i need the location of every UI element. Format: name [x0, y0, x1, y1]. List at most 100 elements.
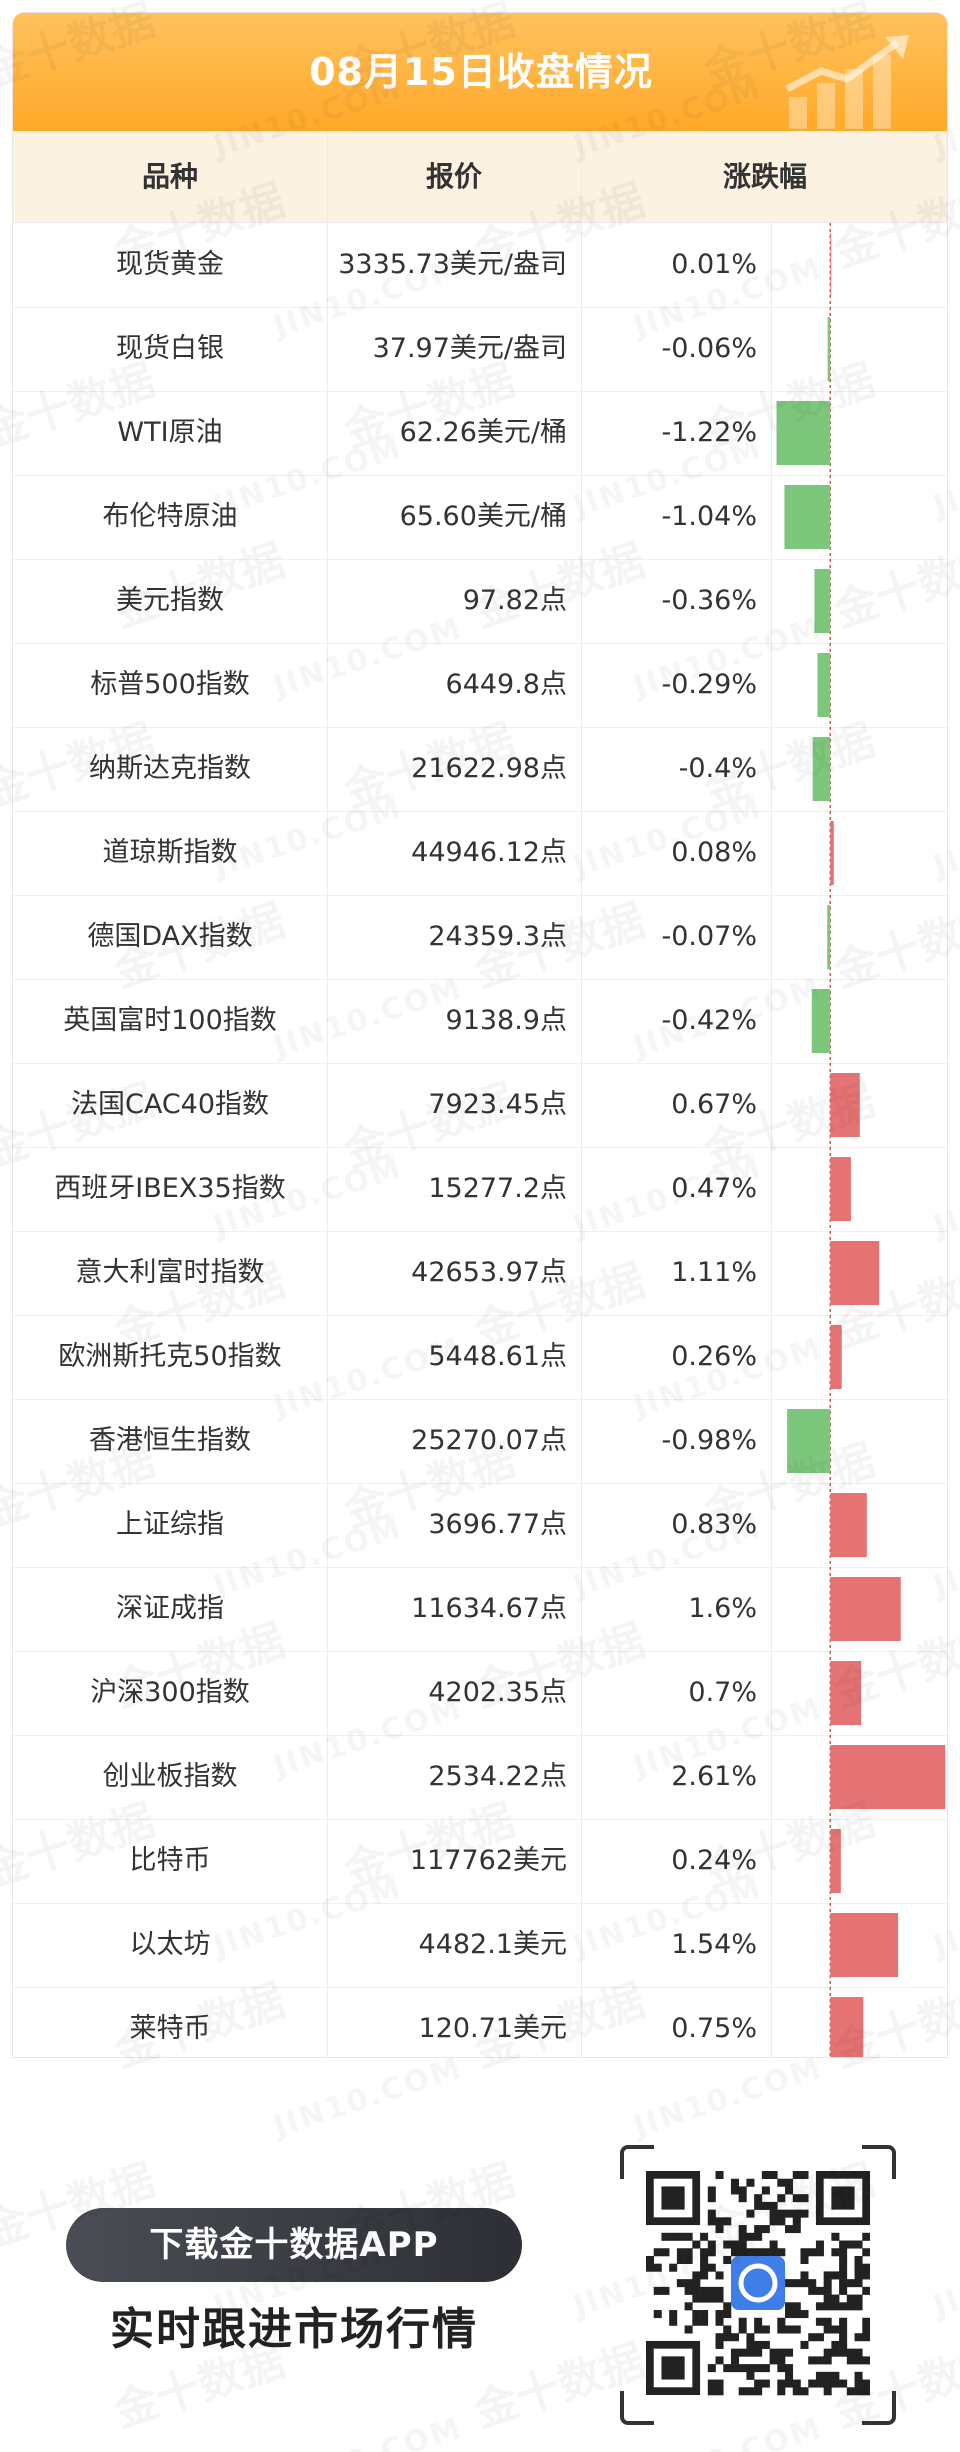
change-bar [830, 1325, 842, 1389]
row-change: -0.42% [661, 1005, 757, 1036]
row-price: 62.26美元/桶 [399, 417, 567, 448]
row-divider [13, 391, 947, 392]
column-header-name: 品种 [141, 160, 198, 193]
row-name: 欧洲斯托克50指数 [58, 1341, 282, 1372]
row-price: 9138.9点 [445, 1005, 567, 1036]
table-row: 沪深300指数 4202.35点 0.7% [13, 1651, 947, 1735]
table-row: 布伦特原油 65.60美元/桶 -1.04% [13, 475, 947, 559]
row-change: 0.24% [671, 1845, 757, 1876]
change-bar [776, 401, 831, 465]
watermark-text: JIN10.COM [629, 2051, 826, 2145]
row-name: 标普500指数 [90, 669, 250, 700]
row-change: 0.01% [671, 249, 757, 280]
row-divider [13, 1567, 947, 1568]
watermark-text: JIN10.COM [269, 2051, 466, 2145]
row-price: 97.82点 [462, 585, 567, 616]
table-row: 比特币 117762美元 0.24% [13, 1819, 947, 1903]
row-change: -0.98% [661, 1425, 757, 1456]
qr-corner [620, 2391, 654, 2425]
table-row: 法国CAC40指数 7923.45点 0.67% [13, 1063, 947, 1147]
row-change: 0.08% [671, 837, 757, 868]
row-divider [13, 1147, 947, 1148]
row-price: 15277.2点 [428, 1173, 567, 1204]
row-divider [13, 727, 947, 728]
page-title: 08月15日收盘情况 [309, 50, 653, 94]
row-change: 0.75% [671, 2013, 757, 2044]
download-app-button[interactable]: 下载金十数据APP [66, 2208, 522, 2282]
row-name: 意大利富时指数 [75, 1257, 265, 1288]
row-price: 7923.45点 [428, 1089, 567, 1120]
row-price: 21622.98点 [411, 753, 567, 784]
row-price: 117762美元 [409, 1845, 567, 1876]
row-name: 法国CAC40指数 [70, 1089, 270, 1120]
change-bar [830, 1241, 880, 1305]
row-divider [13, 475, 947, 476]
row-divider [13, 1651, 947, 1652]
row-divider [13, 1483, 947, 1484]
row-change: 0.47% [671, 1173, 757, 1204]
row-divider [13, 1903, 947, 1904]
table-row: 西班牙IBEX35指数 15277.2点 0.47% [13, 1147, 947, 1231]
change-bar [830, 1829, 841, 1893]
watermark-text: JIN10.COM [929, 2231, 960, 2325]
row-name: 以太坊 [129, 1929, 211, 1960]
row-divider [13, 643, 947, 644]
table-row: 现货黄金 3335.73美元/盎司 0.01% [13, 223, 947, 307]
table-header: 品种 报价 涨跌幅 [13, 131, 947, 223]
table-row: 道琼斯指数 44946.12点 0.08% [13, 811, 947, 895]
row-price: 6449.8点 [445, 669, 567, 700]
change-bar [830, 1913, 899, 1977]
row-divider [13, 1399, 947, 1400]
row-price: 37.97美元/盎司 [372, 333, 567, 364]
table-row: 意大利富时指数 42653.97点 1.11% [13, 1231, 947, 1315]
title-bar: 08月15日收盘情况 [13, 13, 947, 131]
column-header-price: 报价 [425, 160, 482, 193]
table-row: 标普500指数 6449.8点 -0.29% [13, 643, 947, 727]
row-change: -0.06% [661, 333, 757, 364]
table-row: WTI原油 62.26美元/桶 -1.22% [13, 391, 947, 475]
change-bar [812, 737, 831, 801]
row-price: 11634.67点 [411, 1593, 567, 1624]
row-price: 5448.61点 [428, 1341, 567, 1372]
row-name: 香港恒生指数 [89, 1425, 251, 1456]
row-divider [13, 1735, 947, 1736]
change-bar [830, 1745, 946, 1809]
row-change: 1.54% [671, 1929, 757, 1960]
table-row: 创业板指数 2534.22点 2.61% [13, 1735, 947, 1819]
row-divider [13, 1819, 947, 1820]
row-name: 德国DAX指数 [87, 921, 253, 952]
change-bar [830, 1661, 862, 1725]
row-change: 2.61% [671, 1761, 757, 1792]
row-divider [13, 1315, 947, 1316]
rising-chart-icon [785, 35, 909, 129]
row-name: 纳斯达克指数 [89, 753, 251, 784]
table-row: 纳斯达克指数 21622.98点 -0.4% [13, 727, 947, 811]
column-divider [327, 131, 328, 2057]
table-row: 现货白银 37.97美元/盎司 -0.06% [13, 307, 947, 391]
row-divider [13, 811, 947, 812]
row-name: 西班牙IBEX35指数 [54, 1173, 286, 1204]
row-change: 0.7% [688, 1677, 757, 1708]
table-row: 美元指数 97.82点 -0.36% [13, 559, 947, 643]
table-row: 香港恒生指数 25270.07点 -0.98% [13, 1399, 947, 1483]
row-change: -0.36% [661, 585, 757, 616]
row-price: 120.71美元 [418, 2013, 567, 2044]
row-divider [13, 895, 947, 896]
row-divider [13, 1231, 947, 1232]
row-divider [13, 979, 947, 980]
change-bar [830, 233, 832, 297]
table-row: 英国富时100指数 9138.9点 -0.42% [13, 979, 947, 1063]
change-bar [830, 1157, 851, 1221]
change-bar [811, 989, 831, 1053]
qr-code-icon[interactable] [646, 2171, 871, 2399]
row-change: 0.26% [671, 1341, 757, 1372]
row-name: 道琼斯指数 [102, 837, 238, 868]
row-change: 0.67% [671, 1089, 757, 1120]
row-divider [13, 1987, 947, 1988]
table-row: 上证综指 3696.77点 0.83% [13, 1483, 947, 1567]
row-name: 深证成指 [116, 1593, 224, 1624]
change-bar [787, 1409, 831, 1473]
table-row: 欧洲斯托克50指数 5448.61点 0.26% [13, 1315, 947, 1399]
table-row: 德国DAX指数 24359.3点 -0.07% [13, 895, 947, 979]
row-price: 3696.77点 [428, 1509, 567, 1540]
